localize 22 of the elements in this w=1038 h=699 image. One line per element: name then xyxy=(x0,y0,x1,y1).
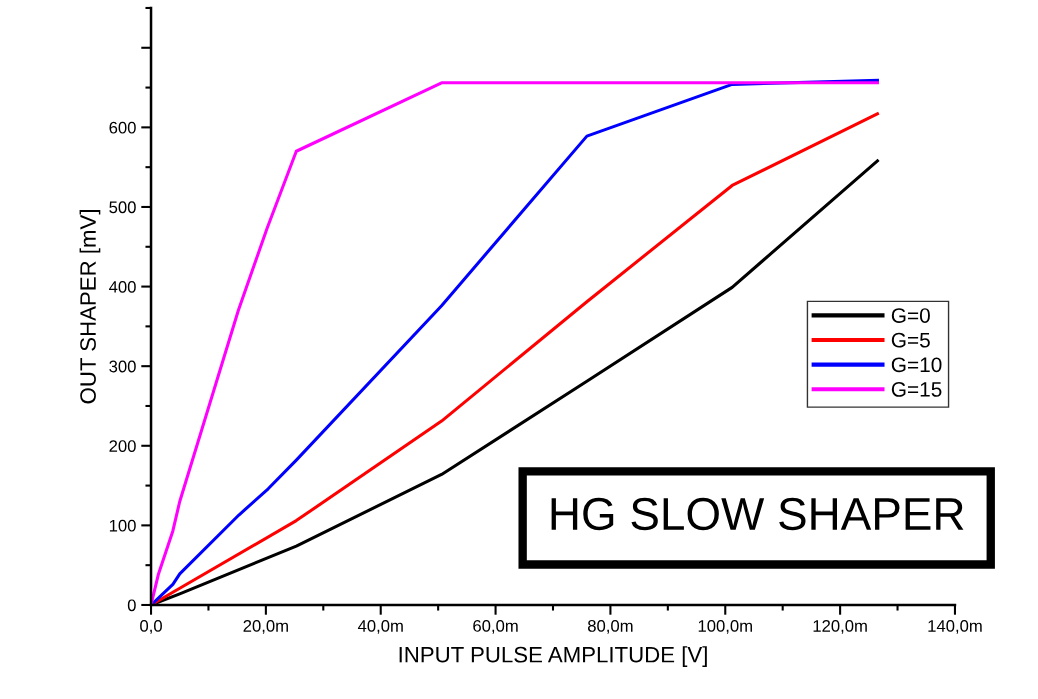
legend-label: G=0 xyxy=(891,308,930,323)
x-tick-label: 100,0m xyxy=(698,620,752,634)
x-tick-label: 120,0m xyxy=(813,620,867,634)
x-tick-label: 0,0 xyxy=(140,620,162,634)
x-tick-label: 20,0m xyxy=(243,620,288,634)
y-axis-title: OUT SHAPER [mV] xyxy=(79,210,101,404)
legend-label: G=10 xyxy=(891,357,942,373)
y-tick-label: 500 xyxy=(109,201,136,214)
y-tick-label: 100 xyxy=(109,519,136,532)
y-tick-label: 200 xyxy=(109,440,136,452)
x-tick-label: 80,0m xyxy=(587,620,633,634)
legend-label: G=15 xyxy=(891,382,942,397)
y-tick-label: 0 xyxy=(127,599,136,612)
x-axis-title: INPUT PULSE AMPLITUDE [V] xyxy=(399,646,707,667)
legend-label: G=5 xyxy=(891,332,930,348)
x-tick-label: 140,0m xyxy=(928,620,982,634)
annotation: HG SLOW SHAPER xyxy=(551,497,964,531)
y-tick-label: 300 xyxy=(109,360,136,373)
x-tick-label: 60,0m xyxy=(473,620,518,634)
y-tick-label: 400 xyxy=(109,280,136,293)
y-tick-label: 600 xyxy=(109,121,136,134)
x-tick-label: 40,0m xyxy=(357,620,403,634)
